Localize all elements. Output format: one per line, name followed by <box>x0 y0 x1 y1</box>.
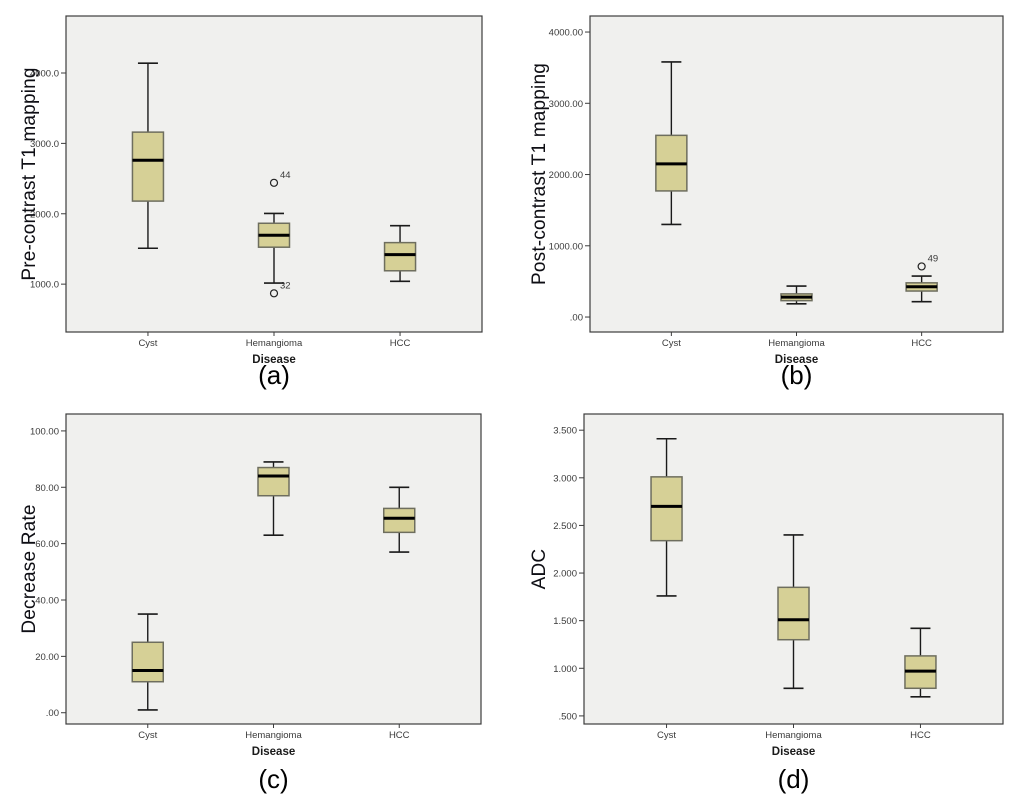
outlier-point <box>269 178 279 187</box>
y-tick-label: 3.000 <box>553 473 577 484</box>
panel-caption-a: (a) <box>258 360 290 390</box>
y-tick-label: 3000.0 <box>30 139 59 150</box>
boxplot-canvas-b: .00 1000.00 2000.00 3000.00 4000.00 Cyst Heman… <box>549 15 1004 349</box>
box-hemangioma <box>777 586 810 641</box>
panel-a: 1000.0 2000.0 3000.0 4000.0 Cyst Hemangioma 44… <box>0 0 509 402</box>
x-axis-title-b: Disease <box>774 354 819 366</box>
x-tick-label: Cyst <box>138 730 157 741</box>
y-tick-label: 1.000 <box>553 664 577 675</box>
y-tick-label: 3000.00 <box>549 99 583 110</box>
y-tick-label: .00 <box>46 708 59 719</box>
outlier-point <box>269 289 279 298</box>
y-tick-label: 60.00 <box>35 539 59 550</box>
panel-b: .00 1000.00 2000.00 3000.00 4000.00 Cyst Heman… <box>510 0 1019 402</box>
boxplot-canvas-c: .00 20.00 40.00 60.00 80.00 100.00 Cyst Hemangi… <box>30 413 482 741</box>
x-tick-label: HCC <box>389 730 410 741</box>
box-cyst <box>131 131 165 202</box>
x-tick-label: Hemangioma <box>765 730 822 741</box>
y-tick-label: 40.00 <box>35 596 59 607</box>
boxplot-canvas-a: 1000.0 2000.0 3000.0 4000.0 Cyst Hemangioma 44… <box>30 15 483 349</box>
x-tick-label: Hemangioma <box>246 338 303 349</box>
x-axis-title-d: Disease <box>771 746 816 758</box>
y-tick-label: 100.00 <box>30 426 59 437</box>
panel-caption-c: (c) <box>258 764 289 794</box>
y-tick-label: 1000.0 <box>30 280 59 291</box>
panel-c: .00 20.00 40.00 60.00 80.00 100.00 Cyst Hemangi… <box>0 402 509 805</box>
outlier-label: 49 <box>928 253 939 264</box>
y-axis-title-d: ADC <box>529 548 550 590</box>
x-tick-label: HCC <box>390 338 411 349</box>
y-tick-label: 4000.0 <box>30 69 59 80</box>
x-tick-label: Cyst <box>138 338 157 349</box>
outlier-label: 44 <box>280 170 291 181</box>
box-cyst <box>650 476 683 542</box>
y-tick-label: 3.500 <box>553 426 577 437</box>
x-axis-title-c: Disease <box>251 746 296 758</box>
panel-d: .500 1.000 1.500 2.000 2.500 3.000 3.500 Cyst He… <box>510 402 1019 805</box>
panel-caption-d: (d) <box>777 764 810 794</box>
y-axis-title-a: Pre-contrast T1 mapping <box>19 67 40 281</box>
x-tick-label: Cyst <box>662 338 681 349</box>
y-axis-title-b: Post-contrast T1 mapping <box>529 62 550 286</box>
box-hemangioma <box>257 466 290 497</box>
y-tick-label: 20.00 <box>35 652 59 663</box>
box-cyst <box>131 641 165 683</box>
y-tick-label: 80.00 <box>35 483 59 494</box>
y-tick-label: 2.000 <box>553 569 577 580</box>
y-tick-label: 2.500 <box>553 521 577 532</box>
box-hcc <box>383 241 417 272</box>
panel-caption-b: (b) <box>780 360 813 390</box>
x-tick-label: HCC <box>911 338 932 349</box>
y-tick-label: 1.500 <box>553 616 577 627</box>
y-tick-label: 2000.0 <box>30 209 59 220</box>
x-tick-label: HCC <box>910 730 931 741</box>
y-tick-label: 2000.00 <box>549 170 583 181</box>
x-tick-label: Hemangioma <box>245 730 302 741</box>
y-tick-label: 1000.00 <box>549 241 583 252</box>
plot-area <box>65 413 482 725</box>
x-tick-label: Hemangioma <box>768 338 825 349</box>
y-tick-label: .00 <box>570 313 583 324</box>
plot-area <box>589 15 1004 333</box>
boxplot-canvas-d: .500 1.000 1.500 2.000 2.500 3.000 3.500 Cyst He… <box>553 413 1004 741</box>
box-hcc <box>382 507 416 534</box>
outlier-label: 32 <box>280 280 291 291</box>
x-axis-title-a: Disease <box>252 354 296 366</box>
x-tick-label: Cyst <box>657 730 676 741</box>
y-tick-label: .500 <box>559 711 578 722</box>
y-tick-label: 4000.00 <box>549 28 583 39</box>
plot-area <box>65 15 483 333</box>
outlier-point <box>917 262 926 271</box>
y-axis-title-c: Decrease Rate <box>19 504 40 634</box>
